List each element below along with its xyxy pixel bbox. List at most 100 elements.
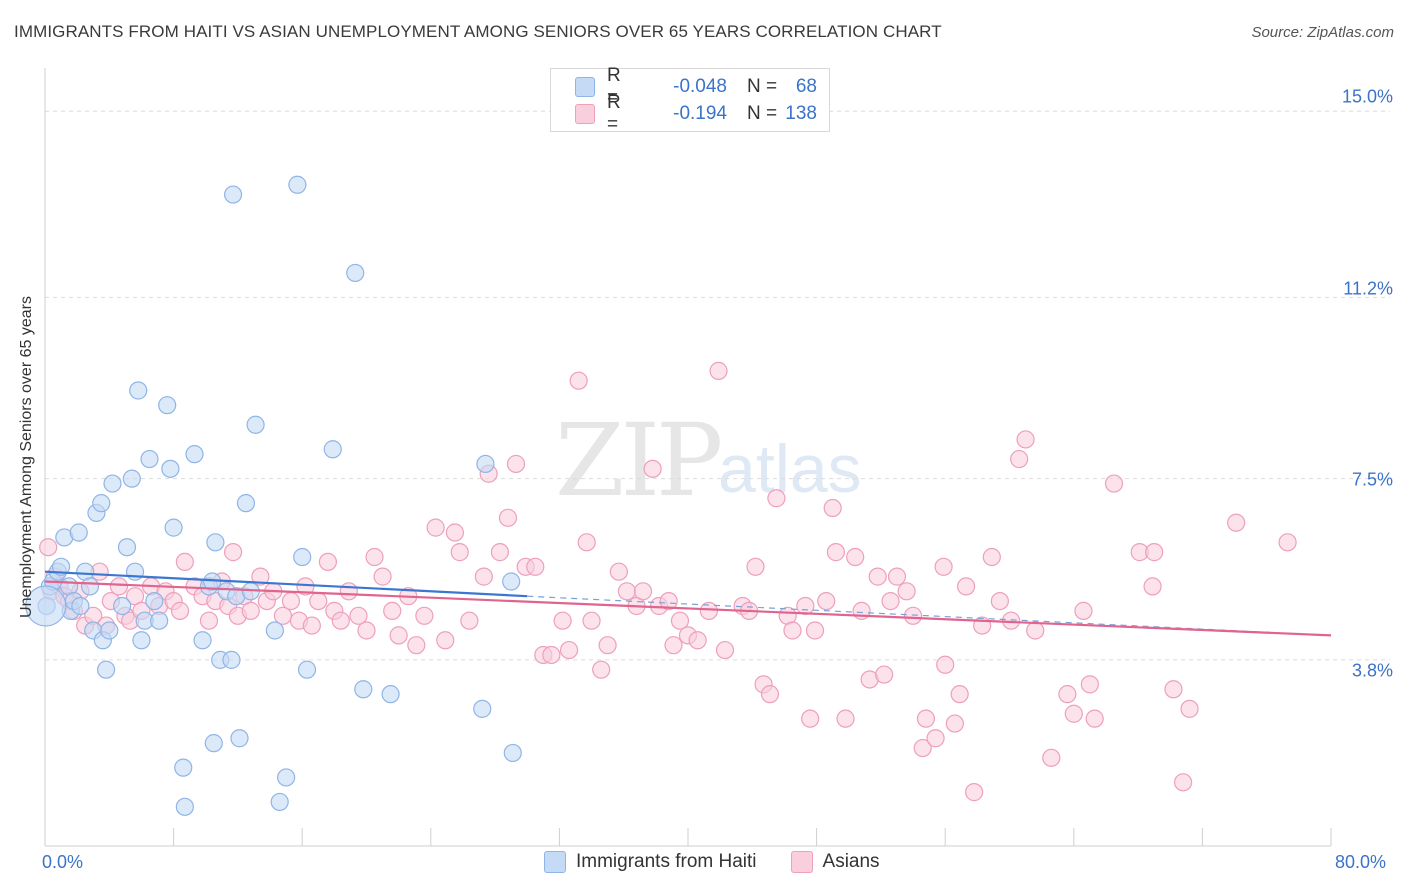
haiti-trend-extension — [527, 595, 1332, 636]
asians-point — [389, 626, 408, 645]
asians-swatch — [575, 104, 595, 124]
asians-point — [1042, 748, 1061, 767]
n-label: N = — [747, 103, 778, 124]
x-min-label: 0.0% — [42, 852, 84, 872]
asians-point — [339, 582, 358, 601]
asians-point — [415, 606, 434, 625]
asians-point — [805, 621, 825, 640]
haiti-point — [236, 494, 256, 513]
haiti-point — [96, 660, 116, 679]
asians-point — [592, 660, 611, 679]
asians-point — [542, 645, 561, 665]
asians-point — [1180, 699, 1199, 718]
asians-point — [990, 591, 1009, 611]
n-label: N = — [747, 76, 778, 97]
haiti-point — [503, 743, 522, 763]
haiti-point — [150, 611, 169, 630]
watermark-zip: ZIP — [555, 402, 723, 519]
haiti-legend-swatch — [544, 851, 566, 873]
asians-point — [460, 611, 479, 630]
asians-point — [1164, 680, 1183, 699]
asians-r-value: -0.194 — [673, 103, 727, 124]
asians-point — [223, 543, 243, 562]
asians-point — [577, 533, 596, 552]
asians-point — [349, 606, 368, 625]
haiti-point — [193, 631, 212, 650]
asians-point — [926, 729, 945, 748]
haiti-point — [270, 792, 289, 812]
asians-point — [426, 518, 445, 537]
asians-point — [474, 567, 493, 586]
asians-point — [309, 591, 328, 611]
asians-point — [823, 498, 842, 518]
asians-point — [170, 601, 190, 620]
asians-point — [569, 371, 588, 390]
asians-point — [846, 547, 865, 567]
asians-point — [767, 489, 786, 508]
haiti-point — [204, 734, 223, 753]
haiti-point — [206, 533, 225, 552]
asians-point — [559, 640, 579, 660]
asians-point — [526, 557, 545, 576]
haiti-point — [265, 621, 284, 640]
haiti-point — [113, 596, 132, 616]
asians-point — [817, 591, 836, 611]
legend-row-haiti: R = -0.048 N = 68 — [575, 65, 817, 108]
asians-point — [796, 596, 815, 616]
asians-point — [251, 567, 270, 586]
asians-point — [357, 621, 376, 640]
asians-point — [664, 636, 683, 655]
haiti-point — [246, 415, 265, 434]
asians-point — [709, 361, 728, 380]
asians-point — [1278, 533, 1297, 552]
series-legend: Immigrants from Haiti Asians — [544, 851, 914, 873]
r-label: R = — [607, 65, 621, 108]
asians-point — [436, 631, 455, 650]
asians-point — [945, 714, 964, 733]
asians-point — [1016, 430, 1035, 449]
haiti-point — [354, 680, 373, 699]
asians-point — [715, 640, 735, 660]
asians-point — [450, 543, 469, 562]
asians-point — [553, 611, 572, 630]
y-tick-label: 7.5% — [1351, 469, 1393, 490]
asians-point — [39, 538, 58, 557]
legend-item-asians[interactable]: Asians — [790, 851, 880, 873]
legend-item-haiti[interactable]: Immigrants from Haiti — [544, 851, 757, 873]
asians-point — [1104, 474, 1124, 493]
asians-point — [331, 611, 350, 630]
asians-point — [887, 567, 907, 586]
asians-point — [598, 636, 617, 655]
asians-point — [746, 557, 765, 576]
asians-point — [965, 783, 984, 802]
asians-point — [699, 601, 718, 620]
asians-n-value: 138 — [785, 103, 817, 124]
asians-point — [281, 591, 301, 611]
asians-point — [175, 552, 194, 572]
asians-point — [617, 582, 637, 601]
asians-point — [1026, 621, 1045, 640]
haiti-point — [297, 660, 317, 679]
asians-point — [643, 459, 662, 478]
asians-point — [1085, 709, 1104, 728]
asians-point — [982, 547, 1001, 567]
asians-point — [783, 621, 802, 640]
haiti-swatch — [575, 77, 595, 97]
haiti-point — [185, 445, 204, 464]
haiti-point — [145, 591, 164, 611]
haiti-point — [69, 523, 88, 542]
asians-point — [913, 738, 932, 758]
haiti-r-value: -0.048 — [673, 76, 727, 97]
asians-point — [1174, 773, 1193, 792]
haiti-point — [51, 557, 71, 576]
asians-point — [801, 709, 820, 728]
asians-point — [934, 557, 953, 576]
asians-point — [633, 582, 653, 601]
asians-trend-line — [44, 580, 1332, 637]
haiti-point — [103, 474, 122, 493]
asians-point — [109, 577, 129, 596]
haiti-point — [502, 572, 521, 591]
asians-point — [875, 665, 894, 684]
asians-point — [1010, 449, 1029, 469]
haiti-point — [175, 797, 194, 816]
